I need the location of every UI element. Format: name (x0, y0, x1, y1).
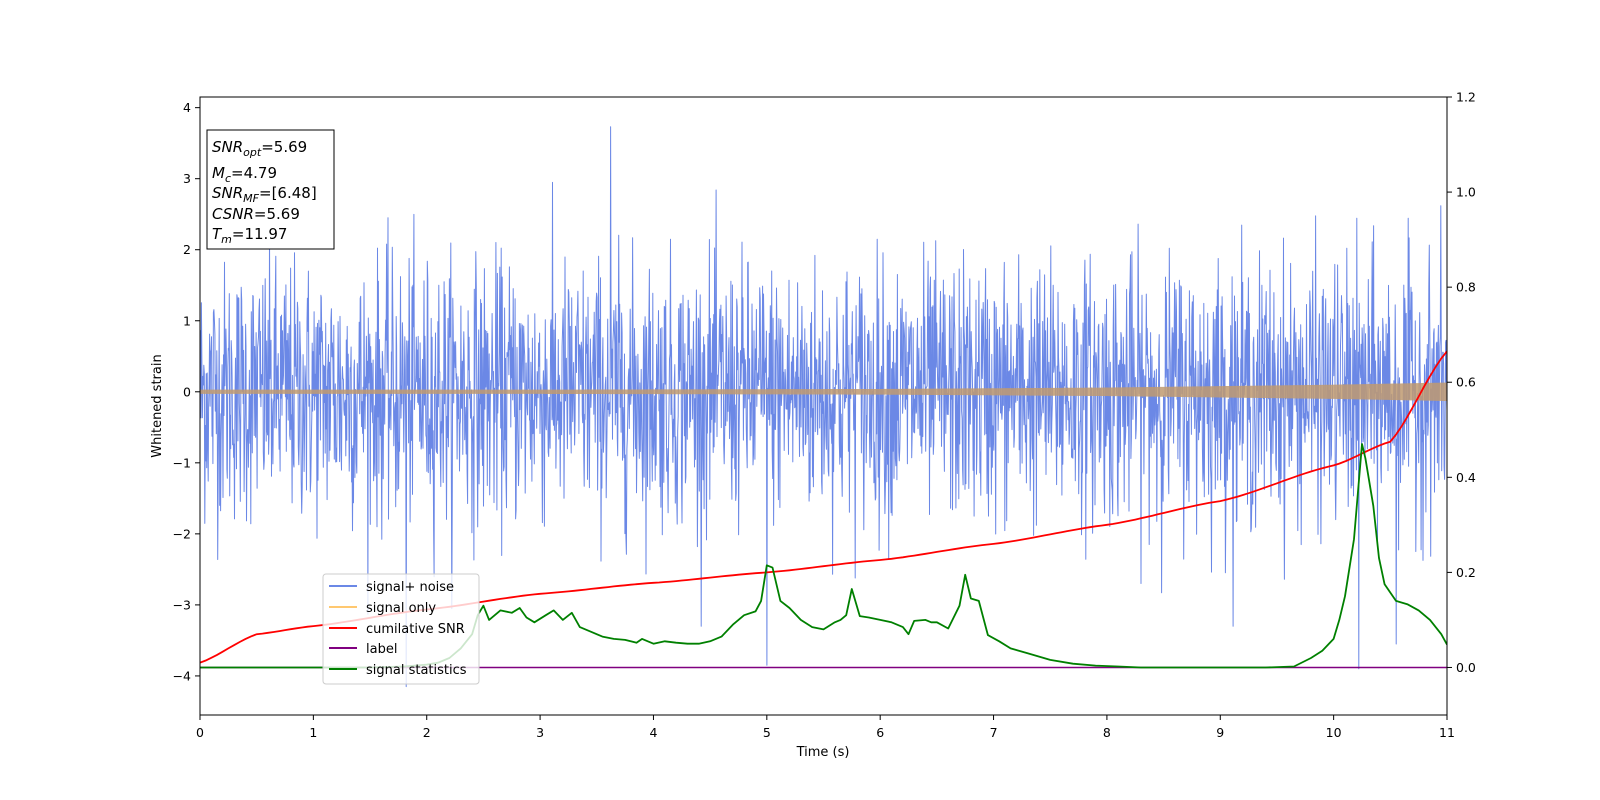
x-tick-label: 10 (1326, 725, 1342, 740)
x-axis-label: Time (s) (796, 745, 850, 760)
legend-label-signal-statistics: signal statistics (366, 663, 467, 678)
x-tick-label: 4 (649, 725, 657, 740)
x-tick-label: 11 (1439, 725, 1455, 740)
x-axis: 0 1 2 3 4 5 6 7 8 9 10 11 (196, 715, 1455, 740)
legend-label-label: label (366, 642, 397, 657)
plot-frame (199, 96, 1448, 716)
y-axis-left: 4 3 2 1 0 −1 −2 −3 −4 (173, 100, 200, 683)
y-left-tick-label: 1 (183, 313, 191, 328)
y-right-tick-label: 0.8 (1456, 280, 1476, 295)
legend-label-signal-only: signal only (366, 601, 436, 616)
y-left-tick-label: −2 (173, 526, 191, 541)
info-snr-mf: SNRMF=[6.48] (212, 184, 317, 205)
info-snr-opt: SNRopt=5.69 (212, 138, 307, 159)
info-box-frame (206, 129, 335, 250)
info-csnr: CSNR=5.69 (212, 205, 300, 223)
x-tick-label: 5 (763, 725, 771, 740)
info-box: SNRopt=5.69 Mc=4.79 SNRMF=[6.48] CSNR=5.… (206, 129, 335, 250)
x-tick-label: 9 (1216, 725, 1224, 740)
legend-label-cumulative-snr: cumilative SNR (366, 622, 465, 637)
legend-frame (322, 573, 480, 685)
y-left-tick-label: −3 (173, 597, 191, 612)
y-axis-label: Whitened strain (150, 354, 165, 457)
x-tick-label: 1 (309, 725, 317, 740)
x-tick-label: 7 (990, 725, 998, 740)
legend[interactable]: signal+ noise signal only cumilative SNR… (322, 573, 480, 685)
y-axis-right: 0.0 0.2 0.4 0.6 0.8 1.0 1.2 (1447, 90, 1476, 675)
y-right-tick-label: 1.2 (1456, 90, 1476, 105)
y-left-tick-label: 0 (183, 384, 191, 399)
info-mc: Mc=4.79 (212, 164, 277, 185)
y-right-tick-label: 0.4 (1456, 470, 1476, 485)
series-signal-statistics-line (200, 443, 1447, 669)
x-tick-label: 6 (876, 725, 884, 740)
y-right-tick-label: 0.2 (1456, 565, 1476, 580)
y-left-tick-label: −4 (173, 668, 191, 683)
y-left-tick-label: 2 (183, 242, 191, 257)
x-tick-label: 0 (196, 725, 204, 740)
y-right-tick-label: 1.0 (1456, 185, 1476, 200)
legend-label-signal-noise: signal+ noise (366, 580, 454, 595)
y-right-tick-label: 0.0 (1456, 660, 1476, 675)
y-right-tick-label: 0.6 (1456, 375, 1476, 390)
y-left-tick-label: 3 (183, 171, 191, 186)
x-tick-label: 2 (423, 725, 431, 740)
series-signal-only-band (200, 382, 1447, 402)
y-left-tick-label: −1 (173, 455, 191, 470)
info-tm: Tm=11.97 (212, 225, 287, 246)
x-tick-label: 3 (536, 725, 544, 740)
y-left-tick-label: 4 (183, 100, 191, 115)
x-tick-label: 8 (1103, 725, 1111, 740)
series-signal-noise-line (200, 126, 1447, 688)
